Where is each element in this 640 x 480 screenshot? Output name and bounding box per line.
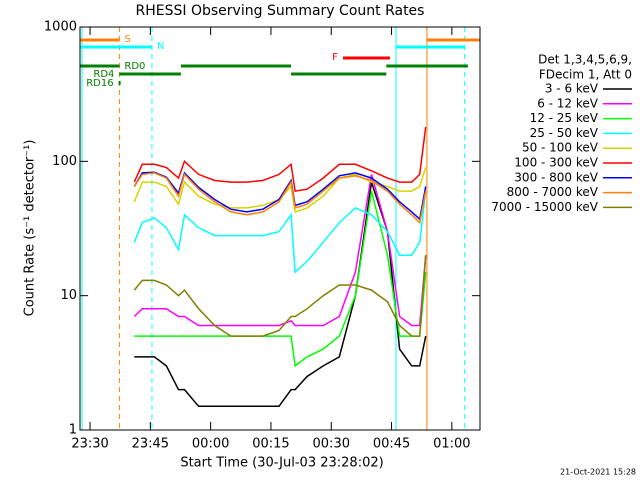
x-tick-label: 00:15 [252,437,289,452]
legend-label: 50 - 100 keV [522,141,599,155]
footer: 21-Oct-2021 15:28 [560,468,636,477]
flag-label: S [124,34,130,45]
flag-label: F [332,52,338,63]
series-line [133,172,427,225]
flag-label: RD4 [93,69,114,80]
flag-label: RD0 [124,61,145,72]
flag-label: N [157,41,164,52]
legend-label: 300 - 800 keV [514,170,598,184]
series-line [133,126,427,192]
y-tick-label: 100 [52,154,77,169]
series-line [133,191,427,274]
legend-label: 6 - 12 keV [537,96,599,110]
x-tick-label: 01:00 [433,437,470,452]
y-tick-label: 1 [69,423,77,438]
legend-label: 25 - 50 keV [530,126,599,140]
legend-label: 7000 - 15000 keV [491,200,598,214]
legend-header: Det 1,3,4,5,6,9, [538,53,632,67]
series-line [133,171,427,221]
series-line [134,181,427,408]
x-tick-label: 23:30 [71,437,108,452]
legend-header: FDecim 1, Att 0 [539,68,632,82]
chart-title: RHESSI Observing Summary Count Rates [136,3,425,19]
legend-label: 100 - 300 keV [514,156,598,170]
series-line [134,190,427,368]
x-tick-label: 00:00 [192,437,229,452]
y-axis-label: Count Rate (s⁻¹ detector⁻¹) [23,140,38,317]
legend-label: 3 - 6 keV [545,82,599,96]
x-tick-label: 00:45 [373,437,410,452]
x-axis-label: Start Time (30-Jul-03 23:28:02) [180,456,383,471]
y-tick-label: 10 [60,288,77,303]
x-tick-label: 00:30 [313,437,350,452]
flag-label: RD16 [86,78,113,89]
legend-label: 800 - 7000 keV [507,185,599,199]
series-line [133,255,427,337]
plot-frame [79,26,481,431]
y-tick-label: 1000 [44,20,77,35]
x-tick-label: 23:45 [132,437,169,452]
legend-label: 12 - 25 keV [530,111,599,125]
